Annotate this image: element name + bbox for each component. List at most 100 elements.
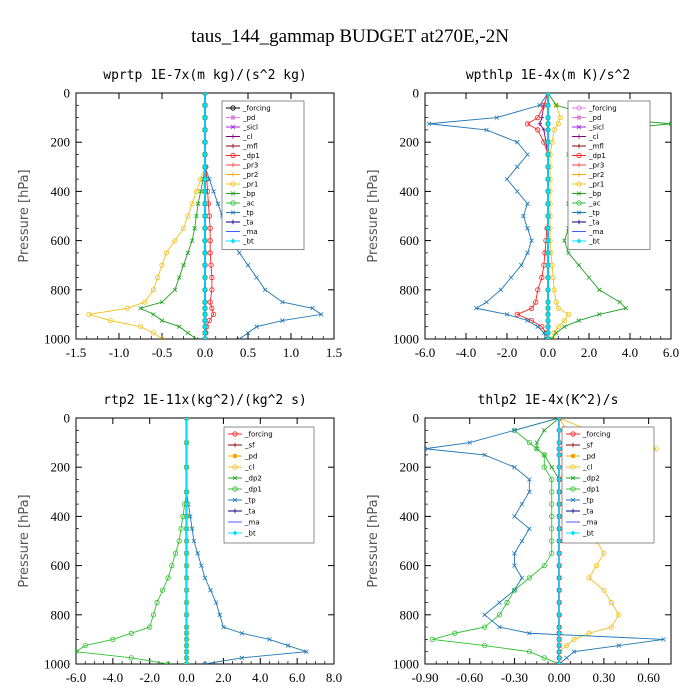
- y-tick-label: 1000: [393, 332, 419, 347]
- x-tick-label: -0.60: [456, 670, 483, 685]
- data-point: [545, 336, 551, 339]
- y-tick-label: 800: [51, 607, 71, 622]
- y-tick-label: 1000: [393, 657, 419, 672]
- panel-title: wpthlp 1E-4x(m K)/s^2: [466, 68, 630, 83]
- data-point: [202, 225, 208, 231]
- data-point: [545, 121, 551, 127]
- y-tick-label: 200: [51, 460, 71, 475]
- data-point: [593, 562, 600, 569]
- legend-label: _mfl: [242, 143, 258, 151]
- data-point: [545, 93, 551, 96]
- data-point: [159, 262, 165, 268]
- data-point: [557, 115, 563, 121]
- legend-marker: [230, 200, 236, 206]
- legend-marker: [576, 181, 582, 187]
- data-point: [525, 152, 530, 157]
- data-point: [623, 305, 629, 311]
- data-point: [525, 250, 530, 256]
- data-point: [184, 612, 190, 618]
- data-point: [202, 575, 208, 581]
- data-point: [556, 624, 562, 630]
- y-axis-label: Pressure [hPa]: [17, 169, 32, 262]
- data-point: [514, 139, 520, 145]
- data-point: [556, 526, 562, 532]
- legend-marker: [576, 210, 582, 215]
- x-tick-label: 0.30: [593, 670, 616, 685]
- legend-marker: [576, 143, 582, 149]
- data-point: [184, 575, 190, 581]
- data-point: [564, 642, 570, 649]
- legend-label: _pr1: [242, 181, 258, 189]
- data-point: [159, 318, 165, 323]
- legend-marker: [232, 431, 238, 437]
- data-point: [556, 477, 562, 482]
- data-point: [553, 102, 559, 108]
- y-tick-label: 0: [64, 411, 71, 426]
- data-point: [549, 550, 555, 556]
- data-point: [184, 501, 190, 507]
- data-point: [147, 624, 153, 630]
- panel-title: thlp2 1E-4x(K^2)/s: [478, 393, 619, 408]
- data-point: [142, 299, 148, 305]
- data-point: [318, 312, 324, 317]
- data-point: [512, 587, 517, 593]
- y-tick-label: 800: [400, 282, 420, 297]
- data-point: [202, 115, 208, 121]
- data-point: [76, 649, 79, 655]
- data-point: [556, 538, 562, 544]
- data-point: [541, 127, 547, 133]
- data-point: [549, 489, 555, 495]
- data-point: [512, 551, 517, 556]
- data-point: [254, 324, 259, 329]
- legend-marker: [570, 486, 576, 492]
- series-line-tp: [429, 93, 549, 339]
- data-point: [202, 201, 208, 207]
- data-point: [529, 238, 534, 243]
- data-point: [473, 305, 479, 311]
- data-point: [193, 188, 199, 194]
- data-point: [527, 526, 532, 531]
- data-point: [211, 189, 216, 194]
- data-point: [207, 250, 213, 256]
- data-point: [484, 127, 489, 133]
- data-point: [221, 624, 226, 630]
- data-point: [184, 464, 190, 470]
- x-tick-label: -4.0: [456, 345, 477, 360]
- data-point: [545, 311, 551, 317]
- legend-label: _cl: [244, 464, 254, 472]
- data-point: [553, 103, 559, 108]
- legend-label: _dp1: [244, 486, 262, 494]
- data-point: [541, 452, 547, 458]
- legend-label: _ac: [588, 200, 601, 208]
- data-point: [82, 642, 88, 649]
- data-point: [549, 513, 555, 520]
- data-point: [616, 612, 622, 618]
- data-point: [556, 501, 562, 507]
- data-point: [545, 324, 551, 330]
- legend-label: _cl: [588, 133, 598, 141]
- y-tick-label: 400: [51, 184, 71, 199]
- x-tick-label: -2.0: [139, 670, 160, 685]
- x-tick-label: 2.0: [581, 345, 597, 360]
- data-point: [545, 152, 551, 157]
- data-point: [549, 538, 555, 544]
- data-point: [194, 213, 199, 219]
- data-point: [497, 600, 502, 605]
- data-point: [556, 649, 562, 655]
- legend-marker: [233, 454, 237, 458]
- data-point: [534, 446, 540, 452]
- legend-label: _pd: [582, 453, 595, 461]
- data-point: [541, 330, 547, 336]
- data-point: [184, 624, 190, 630]
- data-point: [556, 446, 562, 452]
- data-point: [511, 587, 518, 593]
- data-point: [504, 176, 510, 182]
- data-point: [184, 661, 189, 664]
- data-point: [176, 538, 182, 544]
- data-point: [184, 655, 190, 661]
- data-point: [280, 318, 285, 323]
- data-point: [185, 213, 191, 219]
- data-point: [527, 477, 532, 482]
- data-point: [571, 649, 577, 654]
- data-point: [545, 225, 551, 231]
